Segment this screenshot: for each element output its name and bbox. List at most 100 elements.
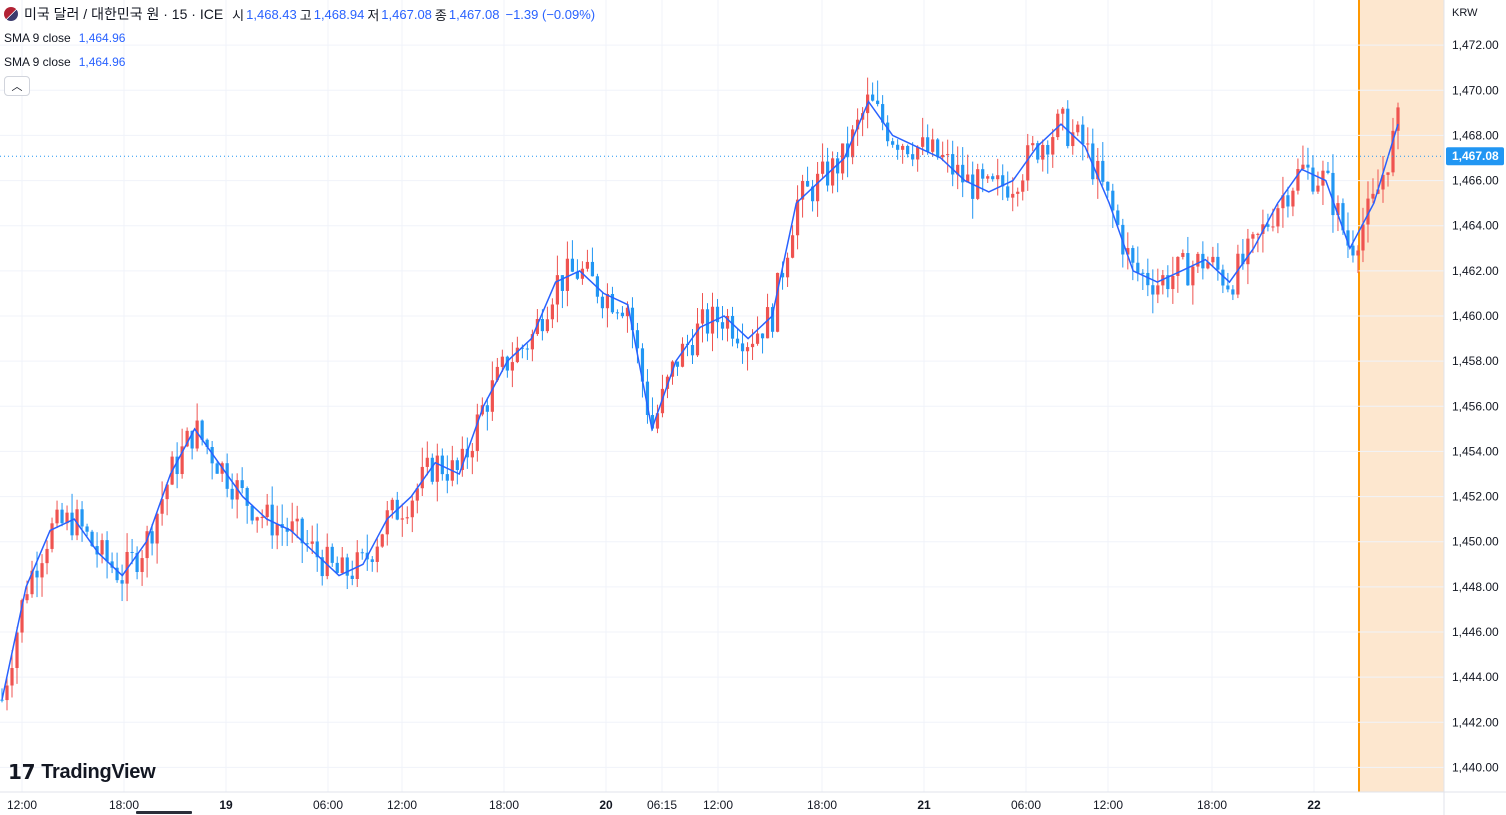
candle-body	[931, 139, 935, 152]
session-highlight	[1358, 0, 1444, 792]
candle-body	[230, 488, 234, 500]
candle-body	[30, 570, 34, 595]
sma-line	[1, 100, 1399, 700]
candle-body	[475, 414, 479, 451]
candle-body	[1166, 275, 1170, 290]
candle-body	[185, 430, 189, 447]
candle-body	[1386, 172, 1390, 175]
sma-line-layer	[0, 100, 1444, 700]
candle-body	[1271, 226, 1275, 228]
time-tick-label: 12:00	[1093, 798, 1123, 812]
candle-body	[876, 100, 880, 105]
candle-body	[645, 381, 650, 415]
currency-label: KRW	[1452, 7, 1478, 19]
candle-body	[1071, 132, 1075, 147]
candle-body	[851, 129, 855, 158]
candle-body	[605, 293, 610, 309]
candle-body	[145, 531, 149, 559]
candle-body	[1146, 272, 1150, 286]
candle-body	[375, 546, 379, 562]
price-tick-label: 1,460.00	[1452, 309, 1499, 323]
candle-body	[765, 307, 770, 339]
candle-body	[1181, 253, 1185, 257]
candle-body	[1196, 253, 1200, 267]
candle-body	[195, 420, 199, 449]
candle-body	[250, 505, 254, 521]
candle-body	[1086, 143, 1090, 145]
candle-body	[655, 413, 660, 429]
candle-body	[991, 176, 995, 180]
candle-body	[951, 154, 955, 175]
candle-body	[795, 199, 800, 236]
candle-body	[901, 145, 905, 150]
candle-body	[770, 307, 775, 332]
symbol-row[interactable]: 미국 달러 / 대한민국 원 · 15 · ICE 시 1,468.43 고 1,4…	[4, 2, 595, 26]
candle-body	[856, 119, 860, 130]
candle-body	[720, 322, 725, 329]
indicator-value: 1,464.96	[78, 55, 126, 69]
candle-body	[1346, 230, 1350, 246]
candle-body	[1001, 175, 1005, 187]
candle-body	[1296, 168, 1300, 191]
candle-body	[911, 154, 915, 160]
candle-body	[820, 161, 825, 174]
candle-body	[515, 347, 519, 363]
candle-body	[560, 275, 565, 291]
price-tick-label: 1,464.00	[1452, 219, 1499, 233]
candle-body	[1246, 238, 1250, 265]
candle-body	[1391, 130, 1395, 173]
candle-body	[85, 526, 89, 532]
candle-body	[1151, 285, 1155, 295]
open-value: 1,468.43	[246, 6, 297, 22]
candle-body	[545, 319, 549, 332]
tv-logo-icon: 𝟭𝟳	[8, 760, 36, 784]
candle-body	[1236, 253, 1240, 295]
candle-body	[1046, 144, 1050, 155]
candle-body	[916, 146, 920, 160]
tradingview-logo[interactable]: 𝟭𝟳 TradingView	[8, 760, 156, 784]
indicator-row[interactable]: SMA 9 close 1,464.96	[4, 50, 595, 74]
candle-body	[120, 580, 124, 584]
candle-body	[155, 513, 159, 544]
candle-body	[440, 455, 444, 475]
candle-body	[35, 570, 39, 578]
candle-body	[650, 414, 655, 429]
candle-body	[190, 430, 194, 449]
candle-body	[896, 144, 900, 150]
candle-body	[505, 356, 509, 371]
price-tick-label: 1,468.00	[1452, 128, 1499, 142]
collapse-legend-button[interactable]: ︿	[4, 76, 30, 96]
candle-body	[370, 559, 374, 562]
candle-body	[1066, 108, 1070, 147]
high-value: 1,468.94	[313, 6, 365, 22]
candle-body	[240, 480, 244, 489]
candle-body	[260, 517, 264, 519]
open-label: 시	[232, 7, 245, 23]
candle-body	[10, 668, 14, 686]
candle-body	[1381, 174, 1385, 190]
candle-body	[1311, 167, 1315, 192]
candle-body	[165, 484, 169, 500]
time-tick-label: 21	[917, 798, 931, 812]
price-axis: KRW 1,440.00 1,442.00 1,444.00 1,446.00 1,448…	[1443, 0, 1504, 815]
candle-body	[470, 450, 474, 458]
candle-body	[1111, 190, 1115, 211]
candle-body	[1106, 181, 1110, 191]
candle-body	[445, 474, 449, 481]
candle-body	[871, 94, 875, 101]
candle-body	[1006, 186, 1010, 198]
last-price-tag-text: 1,467.08	[1452, 149, 1499, 163]
high-label: 고	[299, 7, 312, 23]
price-tick-label: 1,452.00	[1452, 490, 1499, 504]
symbol-title[interactable]: 미국 달러 / 대한민국 원 · 15 · ICE	[24, 6, 224, 22]
time-tick-label: 12:00	[703, 798, 733, 812]
indicator-row[interactable]: SMA 9 close 1,464.96	[4, 26, 595, 50]
candle-body	[1241, 253, 1245, 265]
time-tick-label: 12:00	[387, 798, 417, 812]
candle-body	[630, 307, 635, 331]
candle-body	[1326, 170, 1330, 173]
candle-body	[1261, 224, 1265, 234]
candle-body	[510, 362, 514, 371]
close-value: 1,467.08	[448, 6, 500, 22]
